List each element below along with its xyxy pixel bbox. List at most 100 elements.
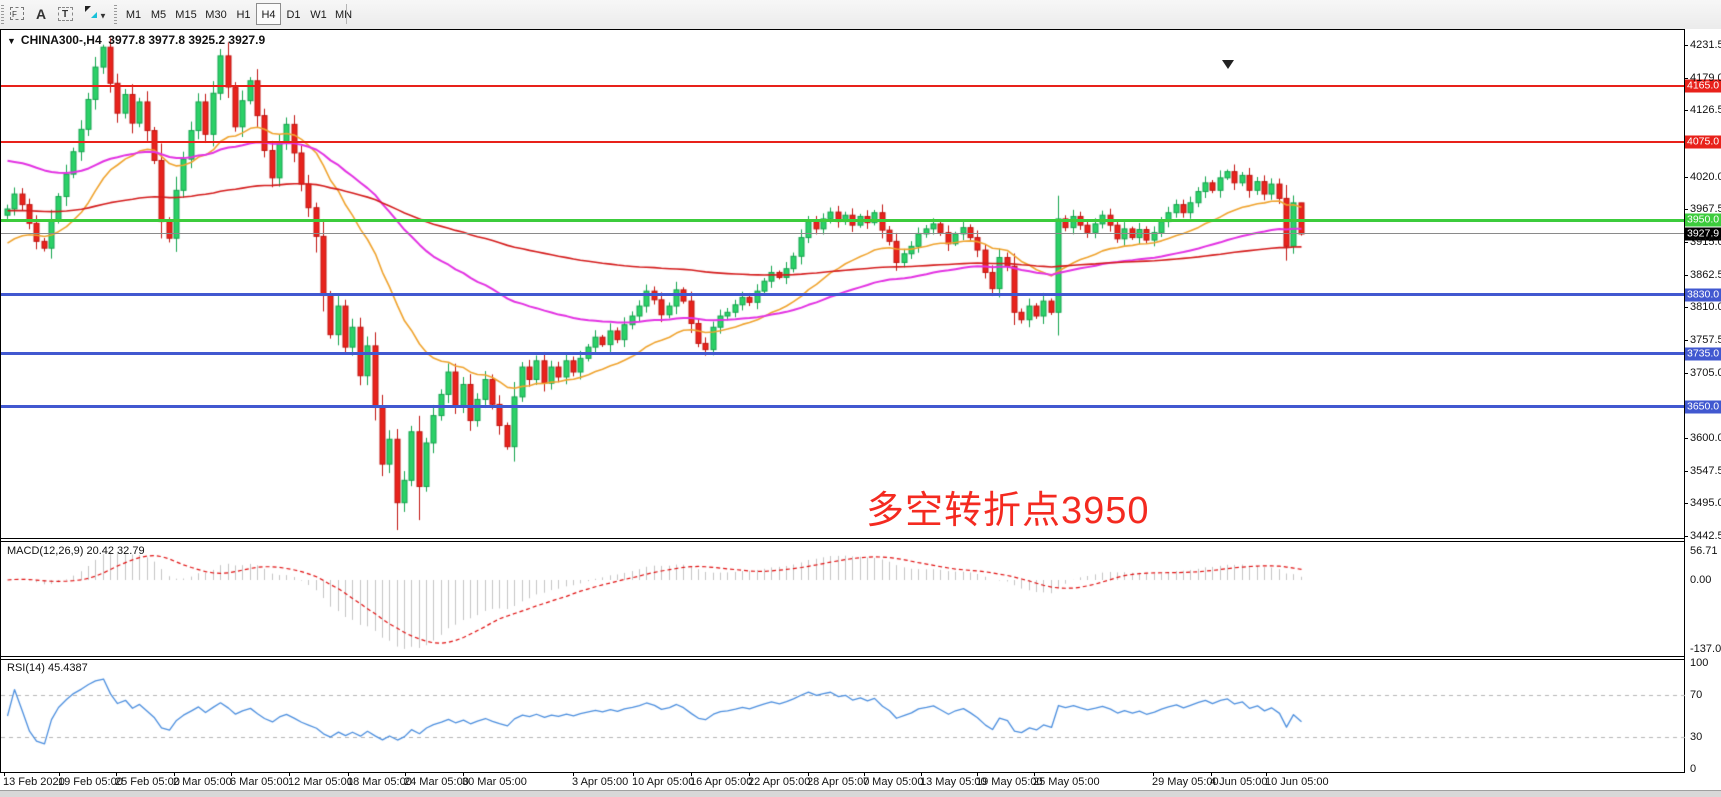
chart-left-border — [0, 29, 1, 773]
pane-border — [0, 772, 1685, 773]
price-tick — [1684, 110, 1688, 111]
macd-label: MACD(12,26,9) 20.42 32.79 — [7, 545, 145, 557]
time-label: 13 Feb 2020 — [3, 776, 65, 788]
time-label: 19 May 05:00 — [976, 776, 1043, 788]
time-tick — [808, 773, 809, 776]
price-tick-label: 3442.5 — [1690, 530, 1721, 542]
toolbar-grip[interactable] — [1, 5, 4, 24]
time-tick — [405, 773, 406, 776]
time-tick — [921, 773, 922, 776]
price-tick-label: 3915.0 — [1690, 235, 1721, 248]
dashed-frame-f-icon[interactable]: F — [6, 4, 28, 24]
time-label: 13 May 05:00 — [920, 776, 987, 788]
symbol-text: CHINA300-,H4 — [20, 33, 102, 47]
chart-window: ▼ CHINA300-,H4 3977.8 3977.8 3925.2 3927.… — [0, 29, 1721, 797]
time-label: 25 May 05:00 — [1033, 776, 1100, 788]
chart-shift-marker-icon[interactable] — [1222, 60, 1234, 69]
pane-border — [0, 541, 1685, 542]
pane-border — [0, 29, 1685, 30]
horizontal-line[interactable] — [1, 219, 1684, 222]
price-tick — [1684, 78, 1688, 79]
time-tick — [864, 773, 865, 776]
timeframe-button-W1[interactable]: W1 — [310, 9, 327, 21]
price-tick-label: 3862.5 — [1690, 268, 1721, 281]
price-tick-label: 3967.5 — [1690, 203, 1721, 216]
ohlc-values: 3977.8 3977.8 3925.2 3927.9 — [108, 33, 266, 47]
price-badge: 4075.0 — [1685, 135, 1721, 149]
chart-annotation-text: 多空转折点3950 — [866, 490, 1150, 532]
price-tick-label: 3600.0 — [1690, 431, 1721, 444]
pane-border — [0, 656, 1685, 657]
horizontal-line[interactable] — [1, 141, 1684, 143]
price-tick — [1684, 503, 1688, 504]
time-label: 2 Mar 05:00 — [173, 776, 232, 788]
rsi-label: RSI(14) 45.4387 — [7, 662, 88, 674]
toolbar-grip-2[interactable] — [114, 5, 117, 24]
price-tick — [1684, 340, 1688, 341]
time-tick — [463, 773, 464, 776]
timeframe-button-M15[interactable]: M15 — [175, 9, 197, 21]
arrow-objects-icon[interactable]: ▼ — [80, 4, 110, 24]
arrows-glyph — [85, 6, 98, 18]
timeframe-button-H4[interactable]: H4 — [256, 3, 281, 25]
price-tick-label: 3705.0 — [1690, 366, 1721, 379]
indicator-axis-label: 0.00 — [1690, 574, 1712, 586]
time-label: 25 Feb 05:00 — [115, 776, 180, 788]
timeframe-button-D1[interactable]: D1 — [286, 9, 301, 21]
timeframe-button-M30[interactable]: M30 — [205, 9, 227, 21]
time-tick — [116, 773, 117, 776]
time-label: 10 Apr 05:00 — [632, 776, 695, 788]
price-chart-canvas[interactable] — [1, 30, 1685, 538]
price-tick-label: 4020.0 — [1690, 170, 1721, 183]
time-label: 18 Mar 05:00 — [347, 776, 412, 788]
timeframe-button-M5[interactable]: M5 — [150, 9, 167, 21]
price-tick-label: 4231.5 — [1690, 39, 1721, 51]
pane-border — [0, 538, 1685, 539]
time-label: 24 Mar 05:00 — [404, 776, 469, 788]
text-box-icon[interactable]: T — [54, 4, 76, 24]
price-tick — [1684, 177, 1688, 178]
text-box-glyph: T — [57, 7, 73, 21]
toolbar-separator — [346, 4, 347, 24]
time-label: 22 Apr 05:00 — [748, 776, 811, 788]
macd-indicator-canvas[interactable] — [1, 541, 1685, 656]
price-tick-label: 3810.0 — [1690, 301, 1721, 314]
horizontal-line[interactable] — [1, 85, 1684, 87]
time-label: 16 Apr 05:00 — [690, 776, 753, 788]
horizontal-line[interactable] — [1, 233, 1684, 234]
time-tick — [1034, 773, 1035, 776]
text-label-glyph: A — [35, 6, 47, 22]
text-label-icon[interactable]: A — [30, 4, 52, 24]
timeframe-button-MN[interactable]: MN — [334, 9, 353, 21]
price-badge: 3950.0 — [1685, 213, 1721, 227]
time-label: 6 Mar 05:00 — [230, 776, 289, 788]
dropdown-caret-icon: ▼ — [99, 11, 107, 21]
indicator-axis-label: 0 — [1690, 763, 1697, 775]
time-tick — [231, 773, 232, 776]
indicator-axis-label: 30 — [1690, 731, 1703, 744]
timeframe-button-M1[interactable]: M1 — [125, 9, 142, 21]
window-bottom-strip — [0, 790, 1721, 797]
time-label: 4 Jun 05:00 — [1210, 776, 1268, 788]
time-tick — [289, 773, 290, 776]
time-tick — [749, 773, 750, 776]
rsi-indicator-canvas[interactable] — [1, 659, 1685, 772]
horizontal-line[interactable] — [1, 405, 1684, 408]
price-tick-label: 3757.5 — [1690, 333, 1721, 346]
price-tick-label: 4126.5 — [1690, 104, 1721, 117]
indicator-axis-label: 100 — [1690, 657, 1709, 669]
time-tick — [4, 773, 5, 776]
time-label: 10 Jun 05:00 — [1265, 776, 1329, 788]
time-label: 29 May 05:00 — [1152, 776, 1219, 788]
horizontal-line[interactable] — [1, 352, 1684, 355]
price-tick — [1684, 438, 1688, 439]
time-tick — [691, 773, 692, 776]
timeframe-button-H1[interactable]: H1 — [236, 9, 251, 21]
symbol-title[interactable]: ▼ CHINA300-,H4 3977.8 3977.8 3925.2 3927.… — [7, 33, 265, 47]
price-badge: 4165.0 — [1685, 79, 1721, 93]
price-tick-label: 3495.0 — [1690, 497, 1721, 510]
horizontal-line[interactable] — [1, 293, 1684, 296]
time-tick — [1153, 773, 1154, 776]
chevron-down-icon: ▼ — [7, 36, 16, 46]
